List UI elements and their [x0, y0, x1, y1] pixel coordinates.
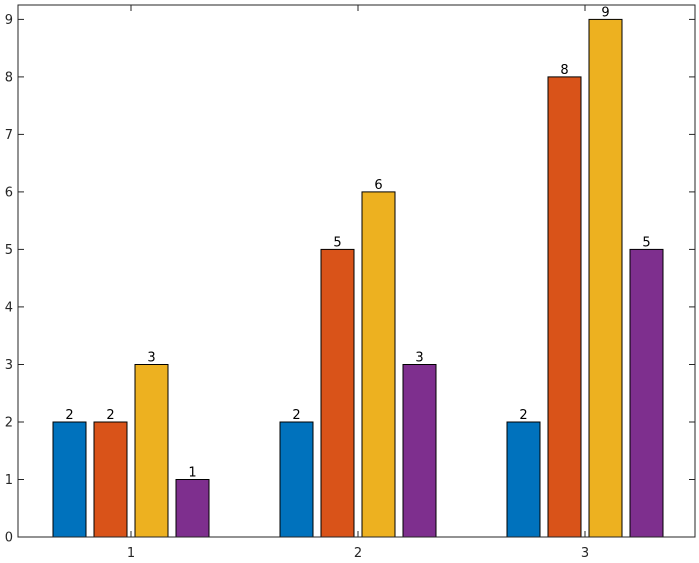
- y-tick-label: 8: [5, 70, 13, 85]
- y-tick-label: 9: [5, 13, 13, 28]
- data-label: 9: [601, 5, 609, 20]
- y-tick-label: 5: [5, 243, 13, 258]
- y-tick-label: 3: [5, 358, 13, 373]
- data-label: 1: [188, 466, 196, 481]
- axes-box: [17, 4, 696, 538]
- data-label: 5: [333, 235, 341, 250]
- data-label: 2: [519, 408, 527, 423]
- bar: [175, 479, 210, 538]
- x-tick-label: 3: [581, 546, 589, 561]
- y-tick-label: 1: [5, 473, 13, 488]
- bar: [134, 364, 169, 538]
- data-label: 8: [560, 63, 568, 78]
- bar: [52, 421, 87, 538]
- chart-marks: 2 2 3 1 2 5 6 3 2 8 9 5: [52, 5, 664, 538]
- y-tick-label: 0: [5, 531, 13, 546]
- axes: 0 1 2 3 4 5 6 7 8 9 1 2 3: [5, 4, 696, 561]
- bar: [93, 421, 128, 538]
- bar: [547, 76, 582, 538]
- data-label: 3: [147, 351, 155, 366]
- bar: [588, 18, 623, 538]
- bar: [279, 421, 314, 538]
- bar: [629, 248, 664, 538]
- bar: [402, 364, 437, 538]
- y-tick-label: 7: [5, 128, 13, 143]
- x-tick-label: 2: [354, 546, 362, 561]
- y-tick-label: 2: [5, 416, 13, 431]
- data-label: 3: [415, 351, 423, 366]
- data-label: 2: [292, 408, 300, 423]
- data-label: 2: [106, 408, 114, 423]
- data-label: 5: [642, 235, 650, 250]
- plot-area: [18, 5, 695, 537]
- bar: [361, 191, 396, 538]
- data-label: 2: [65, 408, 73, 423]
- y-tick-label: 4: [5, 300, 13, 315]
- bar: [320, 248, 355, 538]
- x-tick-label: 1: [127, 546, 135, 561]
- y-tick-label: 6: [5, 185, 13, 200]
- data-label: 6: [374, 178, 382, 193]
- bar: [506, 421, 541, 538]
